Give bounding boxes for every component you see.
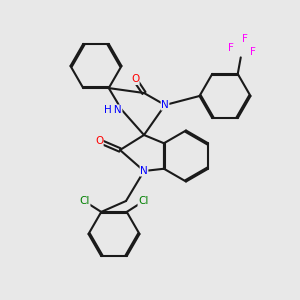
Text: Cl: Cl	[80, 196, 90, 206]
Text: O: O	[131, 74, 139, 85]
Text: F: F	[228, 43, 234, 53]
Text: O: O	[95, 136, 103, 146]
Text: N: N	[161, 100, 169, 110]
Text: F: F	[242, 34, 248, 44]
Text: F: F	[250, 47, 256, 57]
Text: Cl: Cl	[138, 196, 148, 206]
Text: H N: H N	[104, 105, 122, 115]
Text: N: N	[140, 166, 148, 176]
